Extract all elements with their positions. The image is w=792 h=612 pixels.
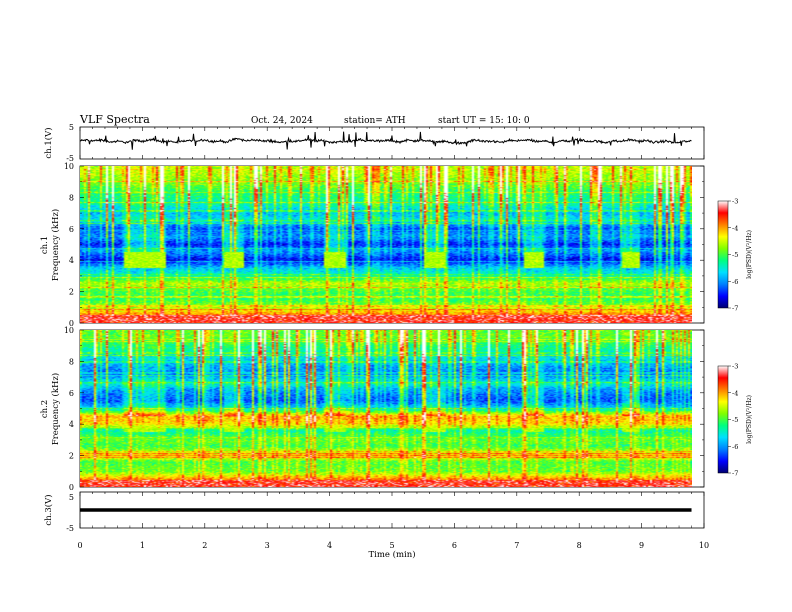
colorbar-tick-label: -3 [732,198,738,206]
freq-tick-label: 8 [69,357,74,366]
time-tick-label: 1 [140,541,145,550]
time-tick-label: 9 [639,541,644,550]
time-tick-label: 7 [514,541,519,550]
station-label: station= ATH [344,116,406,126]
ch1-colorbar: -3 -4 -5 -6 -7 log(PSD)(V²/Hz) [717,198,753,313]
ch1-spectrogram-image [80,166,692,323]
ch3-ylabel: ch.3(V) [43,494,54,525]
freq-tick-label: 0 [69,319,74,328]
ch1-frequency-ticks: 0 2 4 6 8 10 [64,162,704,328]
colorbar-label: log(PSD)(V²/Hz) [746,395,753,444]
colorbar-tick-label: -5 [732,251,738,259]
ch3-ytick-top: 5 [69,493,74,502]
ch1-ytick-top: 5 [69,123,74,132]
ch1-ytick-bottom: -5 [66,154,74,163]
colorbar-tick-label: -5 [732,416,738,424]
time-tick-label: 5 [389,541,394,550]
start-time-label: start UT = 15: 10: 0 [438,116,530,126]
freq-tick-label: 0 [69,483,74,492]
ch1-frequency-label: Frequency (kHz) [50,209,61,281]
colorbar-tick-label: -6 [732,278,738,286]
colorbar-tick-label: -6 [732,443,738,451]
freq-tick-label: 4 [69,420,74,429]
time-tick-label: 4 [327,541,332,550]
freq-tick-label: 2 [69,288,74,297]
ch3-ytick-bottom: -5 [66,524,74,533]
colorbar-tick-label: -4 [732,224,738,232]
time-tick-label: 6 [452,541,457,550]
freq-tick-label: 6 [69,389,74,398]
colorbar-tick-label: -7 [732,305,738,313]
freq-tick-label: 2 [69,452,74,461]
colorbar-gradient [717,200,729,309]
time-tick-label: 3 [265,541,270,550]
time-tick-label: 2 [202,541,207,550]
freq-tick-label: 4 [69,256,74,265]
ch2-frequency-ticks: 0 2 4 6 8 10 [64,326,704,492]
colorbar-tick-label: -3 [732,363,738,371]
colorbar-gradient [717,365,729,474]
time-axis: 0 1 2 3 4 5 6 7 8 9 10 [77,523,709,550]
ch2-spectrogram-panel: 0 2 4 6 8 10 ch.2 Frequency (kHz) [40,326,705,492]
ch1-ylabel: ch.1(V) [43,127,54,158]
time-tick-label: 10 [699,541,709,550]
ch2-colorbar: -3 -4 -5 -6 -7 log(PSD)(V²/Hz) [717,363,753,478]
time-axis-label: Time (min) [368,549,415,560]
freq-tick-label: 8 [69,193,74,202]
ch3-waveform-panel: 5 -5 ch.3(V) [43,491,705,533]
ch2-channel-label: ch.2 [40,400,50,418]
colorbar-tick-label: -7 [732,470,738,478]
ch2-spectrogram-image [80,330,692,487]
colorbar-tick-label: -4 [732,389,738,397]
freq-tick-label: 6 [69,225,74,234]
ch2-frequency-label: Frequency (kHz) [50,373,61,445]
freq-tick-label: 10 [64,162,74,171]
date-label: Oct. 24, 2024 [251,116,313,126]
ch1-spectrogram-panel: 0 2 4 6 8 10 ch.1 Frequency (kHz) [40,162,705,328]
ch1-waveform-line [79,131,692,150]
ch1-channel-label: ch.1 [40,236,50,254]
time-tick-label: 0 [77,541,82,550]
ch1-waveform-panel: 5 -5 ch.1(V) [43,123,705,163]
freq-tick-label: 10 [64,326,74,335]
time-tick-label: 8 [577,541,582,550]
colorbar-label: log(PSD)(V²/Hz) [746,230,753,279]
figure-title: VLF Spectra [79,113,150,126]
